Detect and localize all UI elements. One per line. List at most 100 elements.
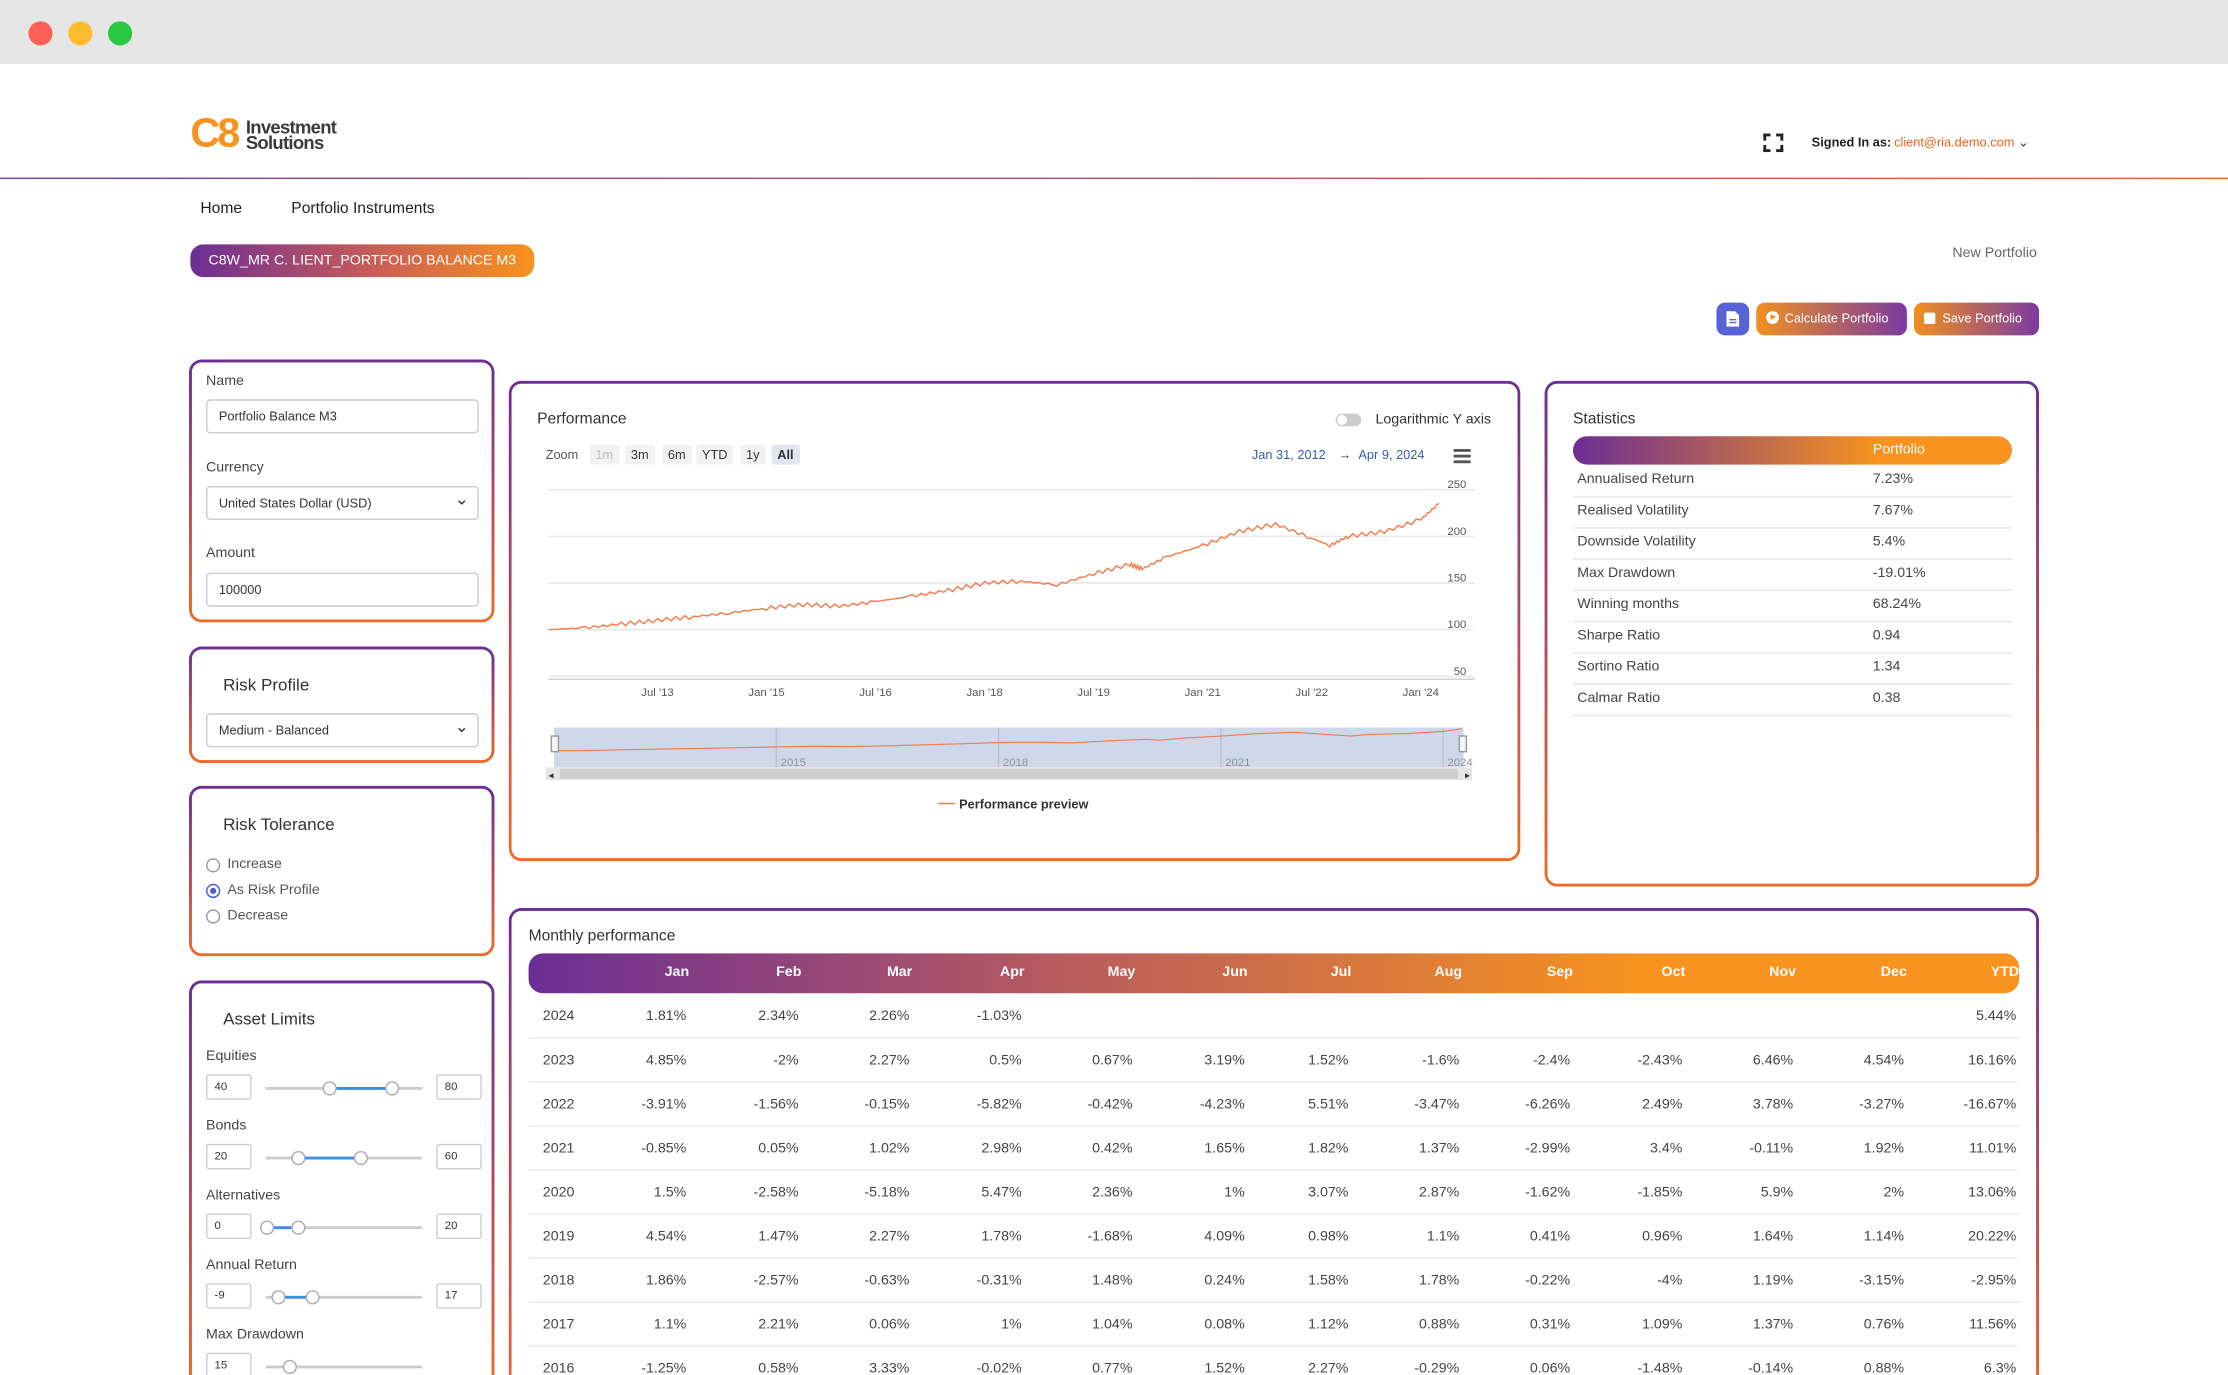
chart-legend[interactable]: Performance preview bbox=[937, 797, 1088, 811]
navigator-label: 2015 bbox=[781, 757, 806, 769]
save-portfolio-button[interactable]: Save Portfolio bbox=[1913, 302, 2040, 336]
monthly-table-body: 2024 1.81% 2.34% 2.26% -1.03% 5.44% 2023 4.85% -… bbox=[528, 995, 2020, 1375]
navigator-handle-right[interactable] bbox=[1458, 735, 1468, 753]
equities-max-input[interactable]: 80 bbox=[436, 1074, 482, 1100]
currency-label: Currency bbox=[206, 460, 264, 477]
navigator-mask[interactable] bbox=[554, 727, 1464, 768]
logo-mark: C8 bbox=[190, 110, 240, 157]
maximize-window-button[interactable] bbox=[107, 21, 133, 46]
bonds-min-input[interactable]: 20 bbox=[206, 1143, 252, 1170]
risk-profile-select[interactable]: Medium - Balanced bbox=[206, 710, 479, 748]
month-header: Apr bbox=[999, 964, 1025, 981]
equities-min-input[interactable]: 40 bbox=[206, 1074, 252, 1100]
bonds-label: Bonds bbox=[206, 1118, 247, 1134]
calculate-portfolio-button[interactable]: Calculate Portfolio bbox=[1756, 302, 1907, 336]
slider-handle-max[interactable] bbox=[305, 1290, 320, 1305]
date-to[interactable]: Apr 9, 2024 bbox=[1358, 447, 1425, 462]
value-cell: 1.02% bbox=[869, 1140, 910, 1157]
max-drawdown-min-input[interactable]: 15 bbox=[206, 1352, 252, 1375]
logo-line-1: Investment bbox=[245, 116, 337, 138]
play-icon bbox=[1766, 311, 1779, 324]
minimize-window-button[interactable] bbox=[68, 21, 93, 46]
value-cell: -1.62% bbox=[1525, 1185, 1571, 1201]
alternatives-slider[interactable] bbox=[260, 1220, 423, 1235]
radio-label: As Risk Profile bbox=[227, 882, 320, 899]
currency-select[interactable]: United States Dollar (USD) bbox=[206, 483, 479, 521]
save-icon bbox=[1923, 312, 1936, 324]
zoom-ytd[interactable]: YTD bbox=[696, 444, 734, 465]
value-cell: 2.21% bbox=[758, 1317, 799, 1333]
bonds-slider[interactable] bbox=[265, 1150, 423, 1166]
value-cell: -6.26% bbox=[1525, 1096, 1571, 1113]
header-divider bbox=[0, 177, 2228, 180]
slider-handle-min[interactable] bbox=[291, 1150, 306, 1166]
value-cell: -2.99% bbox=[1525, 1140, 1571, 1157]
annual-return-slider[interactable] bbox=[265, 1290, 423, 1305]
slider-handle-min[interactable] bbox=[322, 1081, 337, 1096]
annual-return-max-input[interactable]: 17 bbox=[436, 1283, 482, 1309]
date-from[interactable]: Jan 31, 2012 bbox=[1251, 447, 1326, 462]
table-row: 2023 4.85% -2% 2.27% 0.5% 0.67% 3.19% 1.52% -1.6… bbox=[528, 1039, 2020, 1083]
close-window-button[interactable] bbox=[28, 21, 53, 46]
annual-return-min-input[interactable]: -9 bbox=[206, 1283, 252, 1309]
radio-circle[interactable] bbox=[206, 858, 221, 873]
statistics-column-header: Portfolio bbox=[1872, 441, 1925, 458]
value-cell: 0.05% bbox=[758, 1140, 799, 1157]
value-cell: 0.41% bbox=[1529, 1229, 1571, 1245]
value-cell: -2% bbox=[773, 1052, 799, 1069]
month-header: Oct bbox=[1661, 964, 1686, 981]
value-cell: -0.15% bbox=[864, 1096, 910, 1113]
scroll-right-icon[interactable]: ▸ bbox=[1465, 771, 1470, 782]
name-label: Name bbox=[206, 373, 244, 390]
value-cell: 11.01% bbox=[1969, 1140, 2017, 1157]
value-cell: -5.18% bbox=[864, 1185, 910, 1201]
radio-circle-selected[interactable] bbox=[206, 883, 221, 899]
log-axis-toggle[interactable] bbox=[1335, 413, 1362, 427]
slider-handle-max[interactable] bbox=[353, 1150, 369, 1166]
zoom-1y[interactable]: 1y bbox=[740, 444, 766, 465]
year-cell: 2018 bbox=[542, 1273, 575, 1289]
alternatives-max-input[interactable]: 20 bbox=[436, 1213, 482, 1240]
new-portfolio-link[interactable]: New Portfolio bbox=[1952, 245, 2037, 262]
window-titlebar bbox=[0, 0, 2228, 64]
radio-circle[interactable] bbox=[206, 909, 221, 924]
name-input[interactable]: Portfolio Balance M3 bbox=[206, 399, 479, 434]
slider-handle-max[interactable] bbox=[385, 1081, 400, 1096]
amount-input[interactable]: 100000 bbox=[206, 572, 479, 607]
value-cell: 3.33% bbox=[869, 1361, 910, 1375]
zoom-3m[interactable]: 3m bbox=[625, 444, 655, 465]
hamburger-menu-icon[interactable] bbox=[1453, 449, 1471, 464]
zoom-all[interactable]: All bbox=[771, 444, 800, 465]
slider-handle-min[interactable] bbox=[260, 1220, 275, 1235]
nav-portfolio-instruments[interactable]: Portfolio Instruments bbox=[291, 200, 435, 218]
log-axis-label: Logarithmic Y axis bbox=[1375, 412, 1492, 428]
stat-value: 0.94 bbox=[1872, 628, 1901, 644]
x-tick-label: Jan '15 bbox=[748, 687, 784, 699]
value-cell: 1.48% bbox=[1092, 1273, 1133, 1289]
stat-label: Realised Volatility bbox=[1577, 503, 1689, 519]
max-drawdown-slider[interactable] bbox=[265, 1359, 423, 1375]
value-cell: 0.77% bbox=[1092, 1361, 1133, 1375]
signed-in-label: Signed In as: bbox=[1811, 134, 1892, 150]
value-cell: 1.04% bbox=[1092, 1317, 1133, 1333]
navigator-label: 2021 bbox=[1225, 757, 1250, 769]
equities-slider[interactable] bbox=[265, 1081, 423, 1096]
bonds-max-input[interactable]: 60 bbox=[436, 1143, 482, 1170]
navigator-scrollbar-thumb[interactable] bbox=[559, 768, 1458, 779]
user-menu[interactable]: client@ria.demo.com ⌄ bbox=[1894, 135, 2029, 151]
value-cell: -1.6% bbox=[1422, 1052, 1460, 1069]
alternatives-min-input[interactable]: 0 bbox=[206, 1213, 252, 1240]
x-tick-label: Jan '24 bbox=[1403, 687, 1439, 699]
zoom-6m[interactable]: 6m bbox=[662, 444, 692, 465]
value-cell: -2.4% bbox=[1532, 1052, 1571, 1069]
navigator-handle-left[interactable] bbox=[550, 735, 560, 753]
scroll-left-icon[interactable]: ◂ bbox=[548, 771, 553, 782]
zoom-1m[interactable]: 1m bbox=[589, 444, 619, 465]
slider-handle-max[interactable] bbox=[291, 1220, 306, 1235]
report-button[interactable] bbox=[1716, 302, 1750, 336]
stat-value: 7.67% bbox=[1872, 503, 1914, 519]
slider-handle-min[interactable] bbox=[282, 1359, 297, 1375]
slider-handle-min[interactable] bbox=[271, 1290, 286, 1305]
fullscreen-icon[interactable] bbox=[1763, 133, 1784, 153]
nav-home[interactable]: Home bbox=[200, 200, 243, 218]
